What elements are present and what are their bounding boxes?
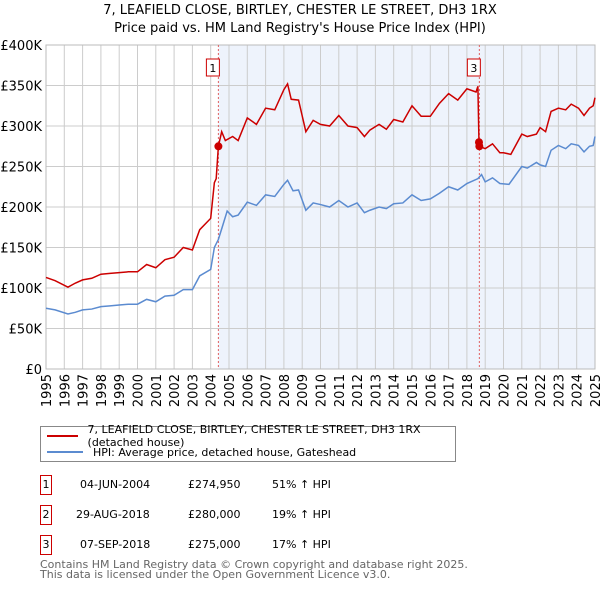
footer: Contains HM Land Registry data © Crown c… (40, 558, 468, 581)
footer-copyright: Contains HM Land Registry data © Crown c… (40, 558, 468, 571)
x-tick-label: 2000 (132, 374, 147, 407)
x-tick-label: 2025 (589, 374, 600, 407)
y-tick-label: £150K (0, 242, 42, 257)
series-line (45, 81, 596, 289)
transaction-hpi: 19% ↑ HPI (272, 508, 331, 521)
price-chart: £0 £50K £100K £150K £200K £250K £300K £350K £400… (0, 39, 600, 407)
sale-marker-label: 1 (209, 62, 216, 75)
transaction-price: £274,950 (188, 478, 241, 491)
x-tick-label: 2007 (260, 374, 275, 407)
x-tick-label: 2008 (278, 374, 293, 407)
x-tick-label: 2017 (443, 374, 458, 407)
y-tick-label: £100K (0, 282, 42, 297)
transaction-row: 2 29-AUG-2018 £280,000 19% ↑ HPI (40, 505, 440, 525)
transaction-date: 29-AUG-2018 (76, 508, 150, 521)
sale-marker-box (466, 58, 481, 77)
x-tick-label: 2023 (552, 374, 567, 407)
y-tick-label: £200K (0, 201, 42, 216)
x-tick-label: 2024 (571, 374, 586, 407)
transaction-hpi: 17% ↑ HPI (272, 538, 331, 551)
transaction-number: 3 (40, 535, 52, 555)
x-tick-label: 2005 (223, 374, 238, 407)
transaction-date: 07-SEP-2018 (80, 538, 151, 551)
x-tick-label: 1995 (40, 374, 55, 407)
y-tick-label: £0 (25, 363, 42, 378)
sale-marker-label: 3 (470, 62, 477, 75)
series-line (45, 136, 596, 315)
sale-point (214, 142, 223, 151)
x-tick-label: 2003 (186, 374, 201, 407)
legend-swatch-blue (47, 451, 83, 453)
transaction-number: 1 (40, 475, 52, 495)
x-tick-label: 2020 (498, 374, 513, 407)
transaction-price: £275,000 (188, 538, 241, 551)
x-tick-label: 2004 (205, 374, 220, 407)
x-tick-label: 2022 (534, 374, 549, 407)
legend-label: 7, LEAFIELD CLOSE, BIRTLEY, CHESTER LE S… (87, 423, 421, 449)
legend: 7, LEAFIELD CLOSE, BIRTLEY, CHESTER LE S… (40, 423, 456, 462)
footer-licence: This data is licensed under the Open Gov… (40, 568, 391, 581)
x-tick-label: 2012 (351, 374, 366, 407)
legend-item-property: 7, LEAFIELD CLOSE, BIRTLEY, CHESTER LE S… (47, 423, 455, 449)
x-tick-label: 1997 (77, 374, 92, 407)
x-tick-label: 1999 (113, 374, 128, 407)
x-tick-label: 1998 (95, 374, 110, 407)
y-tick-label: £300K (0, 120, 42, 135)
transaction-number: 2 (40, 505, 52, 525)
title: 7, LEAFIELD CLOSE, BIRTLEY, CHESTER LE S… (103, 3, 497, 18)
x-tick-label: 2014 (388, 374, 403, 407)
transaction-date: 04-JUN-2004 (80, 478, 151, 491)
legend-swatch-red (47, 435, 78, 437)
transaction-hpi: 51% ↑ HPI (272, 478, 331, 491)
legend-item-hpi: HPI: Average price, detached house, Gate… (47, 444, 356, 460)
x-tick-label: 2015 (406, 374, 421, 407)
chart-title: 7, LEAFIELD CLOSE, BIRTLEY, CHESTER LE S… (0, 2, 600, 38)
legend-label: HPI: Average price, detached house, Gate… (93, 445, 357, 459)
x-tick-label: 1996 (58, 374, 73, 407)
x-tick-label: 2021 (516, 374, 531, 407)
transaction-row: 3 07-SEP-2018 £275,000 17% ↑ HPI (40, 535, 440, 555)
y-tick-label: £350K (0, 80, 42, 95)
x-tick-label: 2002 (168, 374, 183, 407)
x-tick-label: 2013 (369, 374, 384, 407)
plot-border (45, 44, 596, 370)
y-tick-label: £250K (0, 161, 42, 176)
y-tick-label: £400K (0, 39, 42, 54)
sale-point (475, 142, 484, 151)
sale-marker-box (205, 58, 220, 77)
x-tick-label: 2001 (150, 374, 165, 407)
x-tick-label: 2019 (479, 374, 494, 407)
subtitle: Price paid vs. HM Land Registry's House … (114, 21, 486, 36)
x-tick-label: 2016 (424, 374, 439, 407)
x-tick-label: 2011 (333, 374, 348, 407)
x-tick-label: 2009 (296, 374, 311, 407)
x-tick-label: 2010 (315, 374, 330, 407)
x-tick-label: 2006 (241, 374, 256, 407)
transaction-row: 1 04-JUN-2004 £274,950 51% ↑ HPI (40, 475, 440, 495)
x-tick-label: 2018 (461, 374, 476, 407)
transaction-price: £280,000 (188, 508, 241, 521)
y-tick-label: £50K (9, 323, 43, 338)
